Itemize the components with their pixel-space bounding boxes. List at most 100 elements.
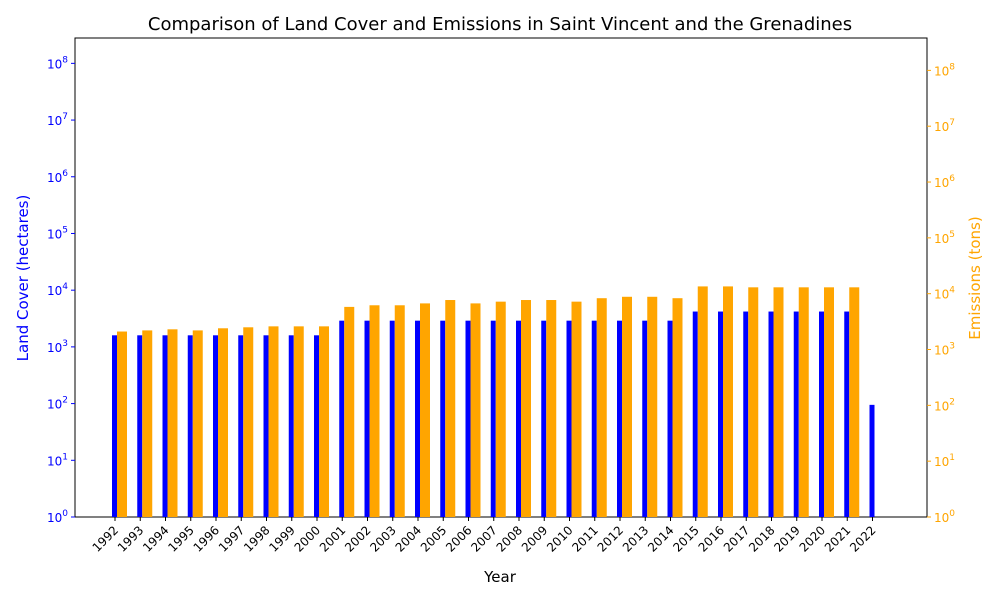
bar-emissions-2000 — [319, 326, 329, 517]
bar-emissions-2012 — [622, 296, 632, 517]
right-tick-label: 106 — [934, 174, 955, 190]
x-tick-label: 2018 — [746, 523, 777, 554]
bar-emissions-1996 — [218, 328, 228, 517]
bar-land-cover-2016 — [718, 311, 723, 517]
right-tick-label: 101 — [934, 453, 955, 469]
bar-land-cover-2019 — [793, 311, 799, 517]
x-tick-label: 2004 — [393, 523, 424, 554]
bar-emissions-1995 — [192, 330, 203, 517]
x-tick-label: 2020 — [797, 523, 828, 554]
x-tick-label: 2015 — [670, 523, 701, 554]
bar-emissions-2016 — [723, 286, 733, 517]
bar-emissions-2015 — [697, 286, 708, 517]
bar-land-cover-2012 — [617, 320, 622, 517]
x-tick-label: 2016 — [696, 523, 727, 554]
bar-emissions-2017 — [748, 287, 759, 517]
x-tick-label: 2014 — [645, 523, 676, 554]
right-tick-label: 104 — [934, 286, 955, 302]
bar-land-cover-2014 — [667, 320, 673, 517]
bar-land-cover-2003 — [389, 320, 395, 517]
bar-land-cover-2018 — [768, 311, 774, 517]
left-tick-label: 106 — [47, 169, 68, 185]
bar-emissions-2008 — [521, 300, 531, 517]
bar-emissions-2009 — [546, 300, 557, 517]
x-tick-label: 2019 — [771, 523, 802, 554]
right-tick-label: 103 — [934, 342, 955, 358]
x-tick-label: 1995 — [165, 523, 196, 554]
chart-title: Comparison of Land Cover and Emissions i… — [148, 14, 852, 35]
bar-emissions-2010 — [571, 301, 582, 517]
left-tick-label: 102 — [47, 396, 68, 412]
bar-emissions-2005 — [445, 300, 456, 517]
bar-land-cover-2015 — [692, 311, 698, 517]
x-tick-label: 1993 — [115, 523, 146, 554]
right-tick-label: 102 — [934, 397, 955, 413]
left-tick-label: 101 — [47, 452, 68, 468]
x-tick-label: 2011 — [569, 523, 600, 554]
left-tick-label: 100 — [47, 509, 68, 525]
x-tick-label: 2001 — [317, 523, 348, 554]
bar-emissions-2004 — [420, 303, 430, 517]
bar-land-cover-2021 — [844, 311, 850, 517]
x-tick-label: 2003 — [367, 523, 398, 554]
bar-emissions-1992 — [117, 331, 127, 517]
left-y-axis-label: Land Cover (hectares) — [14, 195, 32, 362]
bar-emissions-2002 — [369, 305, 380, 517]
x-tick-label: 2007 — [468, 523, 499, 554]
x-tick-label: 2002 — [342, 523, 373, 554]
left-tick-label: 105 — [47, 225, 68, 241]
x-tick-label: 2012 — [595, 523, 626, 554]
bar-land-cover-2013 — [642, 320, 648, 517]
x-tick-label: 2008 — [494, 523, 525, 554]
bar-emissions-2020 — [824, 287, 834, 517]
left-tick-label: 103 — [47, 339, 68, 355]
x-tick-label: 2021 — [822, 523, 853, 554]
bar-land-cover-1994 — [162, 335, 168, 517]
bar-emissions-1993 — [142, 330, 153, 517]
x-tick-label: 2017 — [721, 523, 752, 554]
bar-land-cover-1996 — [213, 335, 218, 517]
left-y-axis: 100 101 102 103 104 105 106 107 108 — [47, 55, 75, 525]
x-tick-label: 2013 — [620, 523, 651, 554]
bar-emissions-2014 — [672, 298, 683, 517]
bar-emissions-1998 — [268, 326, 279, 517]
right-tick-label: 107 — [934, 118, 955, 134]
bar-land-cover-2007 — [490, 320, 496, 517]
bar-land-cover-2005 — [440, 320, 446, 517]
bar-land-cover-2000 — [314, 335, 319, 517]
bar-land-cover-2010 — [566, 320, 572, 517]
right-y-axis-label: Emissions (tons) — [966, 216, 984, 339]
right-tick-label: 105 — [934, 230, 955, 246]
bar-land-cover-1992 — [112, 335, 117, 517]
bar-land-cover-2008 — [516, 320, 521, 517]
x-tick-label: 1998 — [241, 523, 272, 554]
x-tick-label: 2005 — [418, 523, 449, 554]
x-tick-label: 2006 — [443, 523, 474, 554]
bar-emissions-1994 — [167, 329, 178, 517]
x-tick-label: 2000 — [292, 523, 323, 554]
bar-land-cover-2001 — [339, 320, 345, 517]
bar-emissions-2001 — [344, 306, 355, 517]
x-tick-label: 1997 — [216, 523, 247, 554]
right-tick-label: 100 — [934, 509, 955, 525]
bar-land-cover-1997 — [238, 335, 244, 517]
x-tick-label: 2022 — [847, 523, 878, 554]
bar-land-cover-2011 — [591, 320, 597, 517]
x-tick-label: 2010 — [544, 523, 575, 554]
bar-land-cover-2020 — [819, 311, 824, 517]
bar-emissions-2007 — [495, 301, 506, 517]
bar-emissions-1997 — [243, 327, 254, 517]
bar-land-cover-2006 — [465, 320, 471, 517]
bar-emissions-2006 — [470, 303, 481, 517]
x-tick-label: 1994 — [140, 523, 171, 554]
bar-land-cover-1998 — [263, 335, 269, 517]
x-axis: 1992199319941995199619971998199920002001… — [90, 517, 879, 555]
x-tick-label: 2009 — [519, 523, 550, 554]
bar-land-cover-1995 — [187, 335, 193, 517]
bar-land-cover-2004 — [415, 320, 420, 517]
left-tick-label: 107 — [47, 112, 68, 128]
left-tick-label: 104 — [47, 282, 68, 298]
bar-land-cover-2017 — [743, 311, 749, 517]
left-tick-label: 108 — [47, 55, 68, 71]
